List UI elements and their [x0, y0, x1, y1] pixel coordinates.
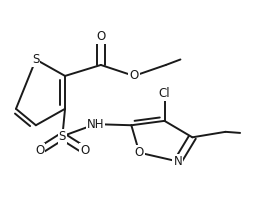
Text: Cl: Cl [159, 87, 170, 100]
Text: S: S [59, 130, 66, 143]
Text: S: S [32, 53, 40, 66]
Text: O: O [96, 30, 106, 43]
Text: N: N [173, 155, 182, 168]
Text: O: O [135, 146, 144, 159]
Text: O: O [129, 69, 139, 82]
Text: O: O [35, 144, 44, 157]
Text: O: O [80, 144, 90, 157]
Text: NH: NH [87, 118, 104, 131]
